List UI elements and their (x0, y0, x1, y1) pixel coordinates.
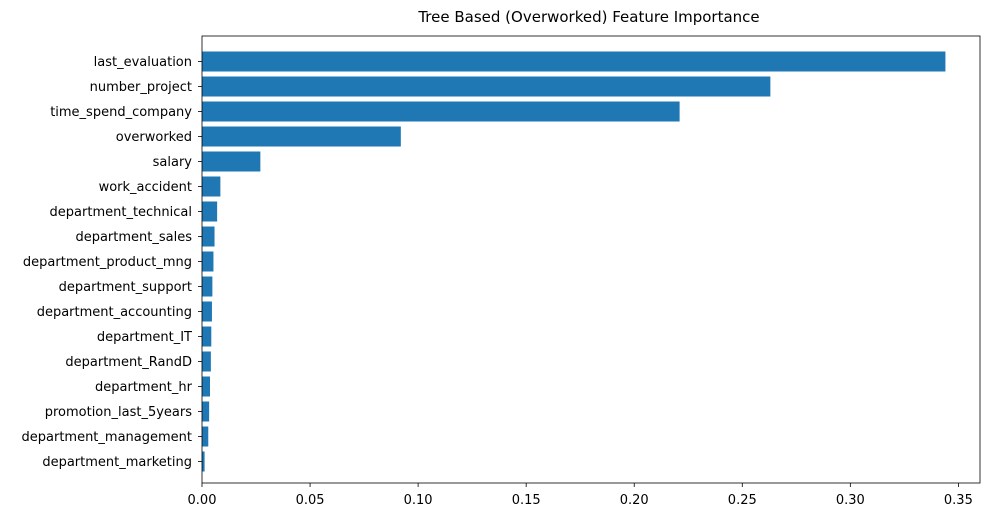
x-tick-label: 0.05 (296, 493, 325, 508)
bar-department_accounting (202, 301, 212, 322)
x-tick-label: 0.20 (620, 493, 649, 508)
y-axis: last_evaluation number_project time_spend_… (22, 55, 202, 470)
y-tick-label: time_spend_company (50, 105, 192, 120)
y-tick-label: department_sales (75, 230, 192, 245)
y-tick-label: department_management (22, 430, 193, 445)
x-axis: 0.00 0.05 0.10 0.15 0.20 0.25 0.30 0.35 (188, 483, 973, 508)
bar-promotion_last_5years (202, 401, 210, 422)
y-tick-label: department_accounting (37, 305, 192, 320)
chart-title: Tree Based (Overworked) Feature Importan… (417, 8, 759, 26)
bar-department_support (202, 276, 213, 297)
bar-department_hr (202, 376, 210, 397)
bar-salary (202, 151, 261, 172)
bar-department_IT (202, 326, 212, 347)
bar-time_spend_company (202, 101, 680, 122)
bar-department_RandD (202, 351, 211, 372)
bar-work_accident (202, 176, 221, 197)
y-tick-label: work_accident (99, 180, 192, 195)
y-tick-label: salary (153, 155, 193, 170)
y-tick-label: department_RandD (65, 355, 192, 370)
x-tick-label: 0.25 (728, 493, 757, 508)
bar-department_marketing (202, 451, 205, 472)
y-tick-label: number_project (90, 80, 192, 95)
y-tick-label: overworked (116, 130, 192, 145)
bar-number_project (202, 76, 771, 97)
bars-group (202, 51, 946, 472)
y-tick-label: promotion_last_5years (45, 405, 193, 420)
y-tick-label: department_support (59, 280, 192, 295)
bar-last_evaluation (202, 51, 946, 72)
x-tick-label: 0.15 (512, 493, 541, 508)
x-tick-label: 0.35 (944, 493, 973, 508)
bar-department_sales (202, 226, 215, 247)
x-tick-label: 0.30 (836, 493, 865, 508)
x-tick-label: 0.00 (188, 493, 217, 508)
axes-frame (201, 35, 981, 484)
y-tick-label: last_evaluation (94, 55, 192, 70)
y-tick-label: department_marketing (42, 455, 192, 470)
bar-department_management (202, 426, 209, 447)
y-tick-label: department_product_mng (23, 255, 192, 270)
axes-border (201, 35, 981, 484)
y-tick-label: department_IT (97, 330, 192, 345)
bar-department_product_mng (202, 251, 214, 272)
bar-department_technical (202, 201, 218, 222)
x-tick-label: 0.10 (404, 493, 433, 508)
y-tick-label: department_hr (95, 380, 193, 395)
y-tick-label: department_technical (50, 205, 192, 220)
bar-overworked (202, 126, 401, 147)
